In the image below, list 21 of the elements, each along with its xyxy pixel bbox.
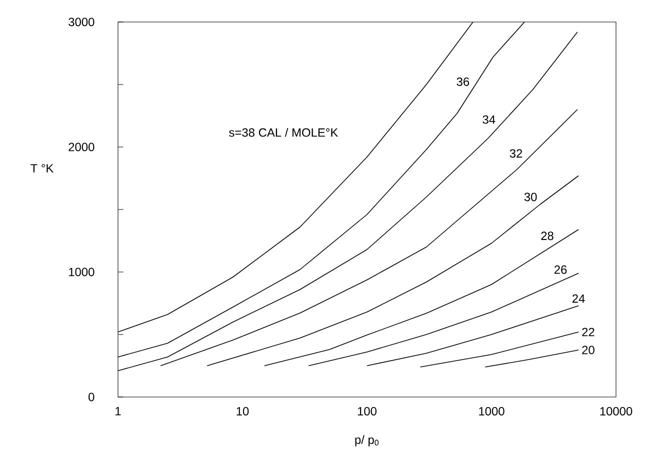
series-label: 28 bbox=[541, 232, 554, 240]
series-label: 30 bbox=[524, 192, 537, 202]
y-tick-label: 2000 bbox=[68, 142, 94, 152]
x-tick-label: 1000 bbox=[479, 407, 504, 416]
series-label: 36 bbox=[456, 77, 470, 86]
x-tick-label: 10 bbox=[236, 407, 249, 416]
y-axis-title: T °K bbox=[30, 164, 54, 172]
series-label: 24 bbox=[572, 294, 585, 303]
series-label: 32 bbox=[510, 149, 522, 158]
series-label: 22 bbox=[582, 328, 594, 336]
x-axis-title: p/ p$_{0}$ bbox=[355, 435, 379, 446]
y-tick-label: 3000 bbox=[68, 18, 94, 26]
x-tick-label: 1 bbox=[116, 407, 121, 416]
series-label: 20 bbox=[582, 346, 594, 354]
y-tick-label: 0 bbox=[88, 392, 94, 402]
series-label: 26 bbox=[554, 265, 567, 274]
y-tick-label: 1000 bbox=[69, 268, 94, 276]
series-label: 34 bbox=[482, 115, 496, 124]
x-tick-label: 10000 bbox=[600, 407, 632, 416]
x-tick-label: 100 bbox=[358, 407, 377, 416]
text: s=38 CAL / MOLE°K bbox=[229, 128, 338, 137]
